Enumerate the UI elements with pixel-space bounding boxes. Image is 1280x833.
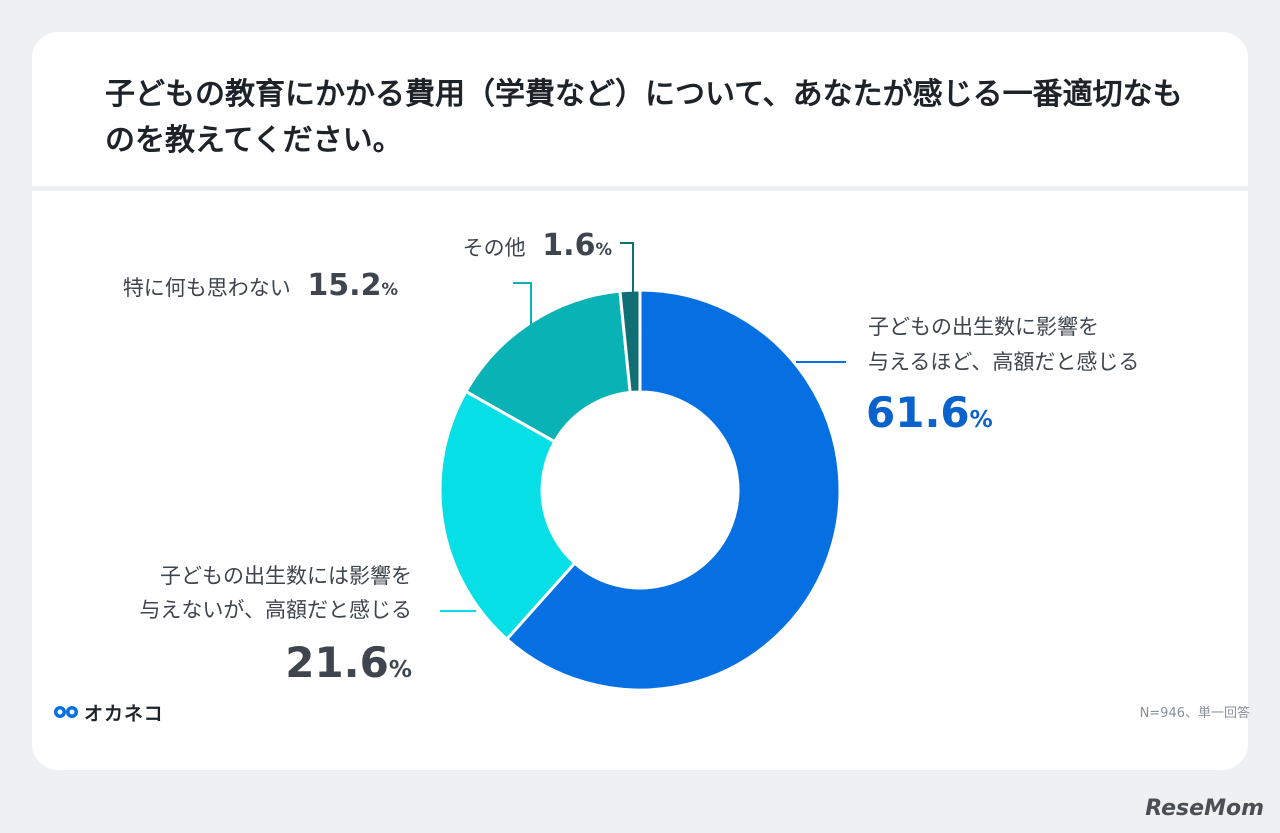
- slice-4-value-unit: %: [595, 240, 612, 259]
- slice-1-value: 61.6%: [866, 388, 993, 445]
- chart-title: 子どもの教育にかかる費用（学費など）について、あなたが感じる一番適切なものを教え…: [105, 77, 1183, 158]
- slice-1-label-line1: 子どもの出生数に影響を: [868, 315, 1099, 339]
- watermark: ReseMom: [1145, 796, 1264, 821]
- slice-1-value-unit: %: [969, 407, 993, 433]
- donut-slice-2: [438, 389, 577, 641]
- leader-lines: [440, 242, 846, 612]
- donut-slice-1: [505, 288, 842, 692]
- slice-2-value-unit: %: [388, 657, 412, 683]
- logo-mark-icon: [54, 706, 78, 718]
- slice-1-value-number: 61.6: [866, 388, 970, 437]
- slice-1-label-line2: 与えるほど、高額だと感じる: [868, 350, 1140, 374]
- slice-2-label-line1: 子どもの出生数には影響を: [160, 564, 412, 588]
- slice-4-label-text: その他: [462, 236, 526, 260]
- donut-slice-4: [618, 288, 642, 394]
- slice-3-value-unit: %: [381, 280, 398, 299]
- slice-2-value: 21.6%: [285, 638, 412, 695]
- slice-3-value-number: 15.2: [307, 268, 382, 303]
- donut-slice-3: [464, 289, 632, 444]
- brand-logo: オカネコ: [54, 700, 164, 725]
- title-divider: [32, 186, 1248, 191]
- slice-4-label: その他 1.6%: [463, 226, 612, 270]
- leader-line-slice-4: [620, 242, 634, 292]
- leader-line-slice-3: [513, 282, 532, 330]
- donut-slices: [438, 288, 842, 692]
- slice-4-value: 1.6%: [542, 228, 612, 263]
- slice-2-value-number: 21.6: [285, 638, 389, 687]
- slice-2-label-line2: 与えないが、高額だと感じる: [139, 598, 412, 622]
- slice-3-label: 特に何も思わない 15.2%: [123, 266, 398, 310]
- slice-4-value-number: 1.6: [542, 228, 596, 263]
- slice-3-label-text: 特に何も思わない: [122, 276, 291, 300]
- sample-note: N=946、単一回答: [1139, 706, 1250, 721]
- logo-text: オカネコ: [84, 702, 164, 725]
- slice-3-value: 15.2%: [307, 268, 398, 303]
